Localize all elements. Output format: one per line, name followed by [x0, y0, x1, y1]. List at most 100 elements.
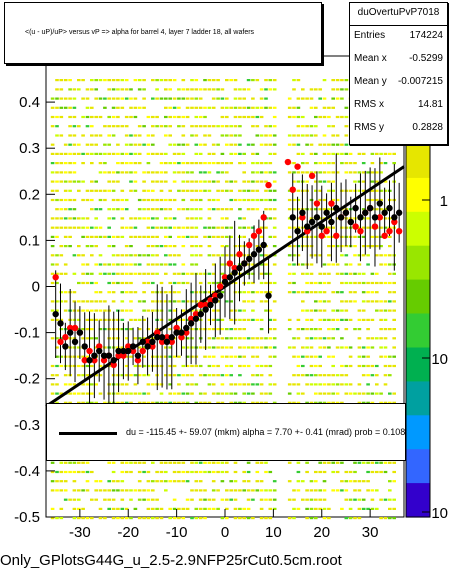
density-cell: [331, 226, 335, 229]
fit-legend-text: du = -115.45 +- 59.07 (mkm) alpha = 7.70…: [126, 427, 406, 437]
density-cell: [238, 346, 242, 349]
density-cell: [366, 374, 370, 377]
density-cell: [287, 291, 292, 294]
density-cell: [168, 254, 172, 257]
density-cell: [348, 300, 353, 303]
density-cell: [68, 208, 72, 211]
density-cell: [159, 198, 164, 202]
density-cell: [172, 401, 177, 404]
density-cell: [198, 489, 203, 492]
density-cell: [264, 337, 268, 340]
density-cell: [151, 217, 155, 220]
density-cell: [251, 106, 255, 109]
density-cell: [388, 489, 392, 492]
density-cell: [124, 171, 129, 174]
density-cell: [375, 208, 379, 211]
density-cell: [120, 281, 125, 285]
density-cell: [296, 106, 301, 109]
density-cell: [287, 115, 292, 119]
density-cell: [272, 125, 277, 128]
density-cell: [388, 309, 392, 312]
density-cell: [55, 383, 59, 386]
density-cell: [107, 498, 111, 501]
density-cell: [331, 263, 335, 266]
density-cell: [220, 88, 225, 91]
density-cell: [63, 470, 68, 474]
density-cell: [124, 88, 129, 91]
density-cell: [268, 125, 273, 128]
density-cell: [348, 189, 353, 192]
density-cell: [348, 355, 353, 358]
density-cell: [103, 79, 107, 82]
density-cell: [151, 291, 155, 294]
density-cell: [383, 263, 388, 266]
density-cell: [181, 189, 186, 192]
density-cell: [361, 189, 366, 192]
density-cell: [335, 217, 340, 220]
density-cell: [72, 480, 77, 483]
density-cell: [111, 517, 116, 520]
density-cell: [322, 383, 327, 386]
density-cell: [155, 245, 159, 248]
density-cell: [259, 281, 264, 285]
density-cell: [327, 328, 331, 331]
density-cell: [233, 88, 238, 91]
density-cell: [272, 254, 277, 257]
density-cell: [255, 318, 260, 321]
density-cell: [55, 318, 59, 321]
density-cell: [137, 208, 142, 211]
density-cell: [375, 180, 379, 183]
density-cell: [198, 461, 203, 464]
density-cell: [185, 498, 190, 501]
density-cell: [392, 517, 396, 520]
density-cell: [90, 134, 94, 137]
density-cell: [246, 507, 251, 510]
density-cell: [340, 318, 344, 321]
density-cell: [246, 143, 251, 146]
density-cell: [72, 152, 77, 155]
density-cell: [98, 152, 103, 155]
density-cell: [59, 470, 64, 474]
density-cell: [259, 374, 264, 377]
density-cell: [383, 281, 388, 285]
density-cell: [309, 328, 314, 331]
density-cell: [211, 489, 216, 492]
density-cell: [81, 355, 85, 358]
density-cell: [238, 517, 242, 520]
density-cell: [379, 171, 383, 174]
density-cell: [370, 318, 375, 321]
density-cell: [392, 401, 396, 404]
density-cell: [124, 254, 129, 257]
stat-value: 174224: [409, 30, 443, 41]
density-cell: [296, 171, 301, 174]
density-cell: [353, 480, 357, 483]
density-cell: [216, 328, 220, 331]
density-cell: [94, 401, 98, 404]
density-cell: [287, 480, 292, 483]
density-cell: [137, 337, 142, 340]
density-cell: [259, 392, 264, 395]
density-cell: [155, 507, 159, 510]
density-cell: [98, 309, 103, 312]
density-cell: [344, 309, 349, 312]
density-cell: [392, 318, 396, 321]
density-cell: [190, 263, 194, 266]
black-data-point: [81, 343, 88, 350]
density-cell: [255, 374, 260, 377]
density-cell: [142, 143, 146, 146]
density-cell: [129, 88, 133, 91]
density-cell: [50, 189, 55, 192]
density-cell: [264, 392, 268, 395]
density-cell: [59, 198, 64, 202]
black-data-point: [342, 209, 350, 216]
density-cell: [72, 355, 77, 358]
density-cell: [348, 346, 353, 349]
density-cell: [255, 208, 260, 211]
density-cell: [159, 125, 164, 128]
density-cell: [116, 480, 120, 483]
density-cell: [357, 498, 362, 501]
density-cell: [331, 180, 335, 183]
black-data-point: [129, 343, 137, 350]
density-cell: [146, 309, 151, 312]
density-cell: [305, 337, 309, 340]
